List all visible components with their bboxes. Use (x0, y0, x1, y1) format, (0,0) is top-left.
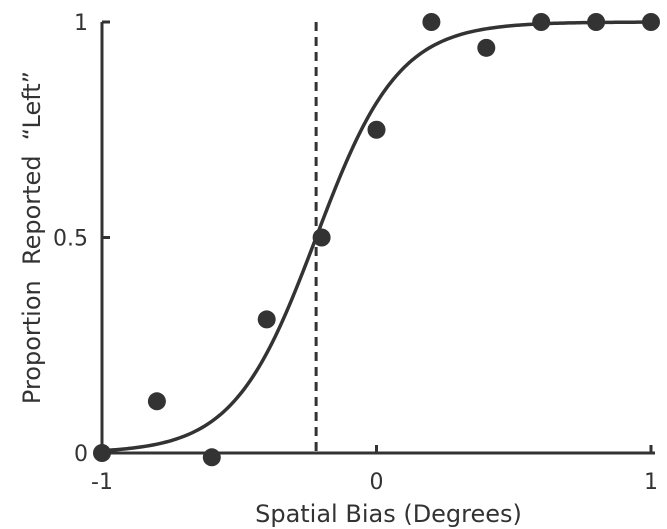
x-tick-label: 0 (370, 470, 384, 495)
x-axis-label: Spatial Bias (Degrees) (255, 500, 522, 528)
y-tick-label: 0 (74, 442, 88, 467)
data-point (532, 13, 551, 31)
y-tick-label: 1 (74, 11, 88, 36)
y-axis-label: Proportion Reported “Left” (18, 71, 46, 404)
x-tick-label: 1 (644, 470, 658, 495)
fit-curve (101, 20, 652, 453)
data-points (93, 13, 660, 467)
data-point (202, 448, 221, 467)
data-point (93, 444, 111, 462)
fit-curve-group (101, 20, 652, 453)
data-point (642, 13, 660, 31)
ticks: -1 0 100.51 (53, 11, 658, 495)
data-point (477, 38, 496, 57)
data-point (312, 228, 331, 247)
x-tick-label: -1 (91, 470, 113, 495)
data-point (422, 13, 441, 31)
data-point (367, 120, 386, 139)
y-tick-label: 0.5 (53, 227, 88, 252)
data-point (147, 392, 166, 411)
axes (100, 22, 655, 455)
data-point (257, 310, 276, 329)
data-point (587, 13, 606, 31)
